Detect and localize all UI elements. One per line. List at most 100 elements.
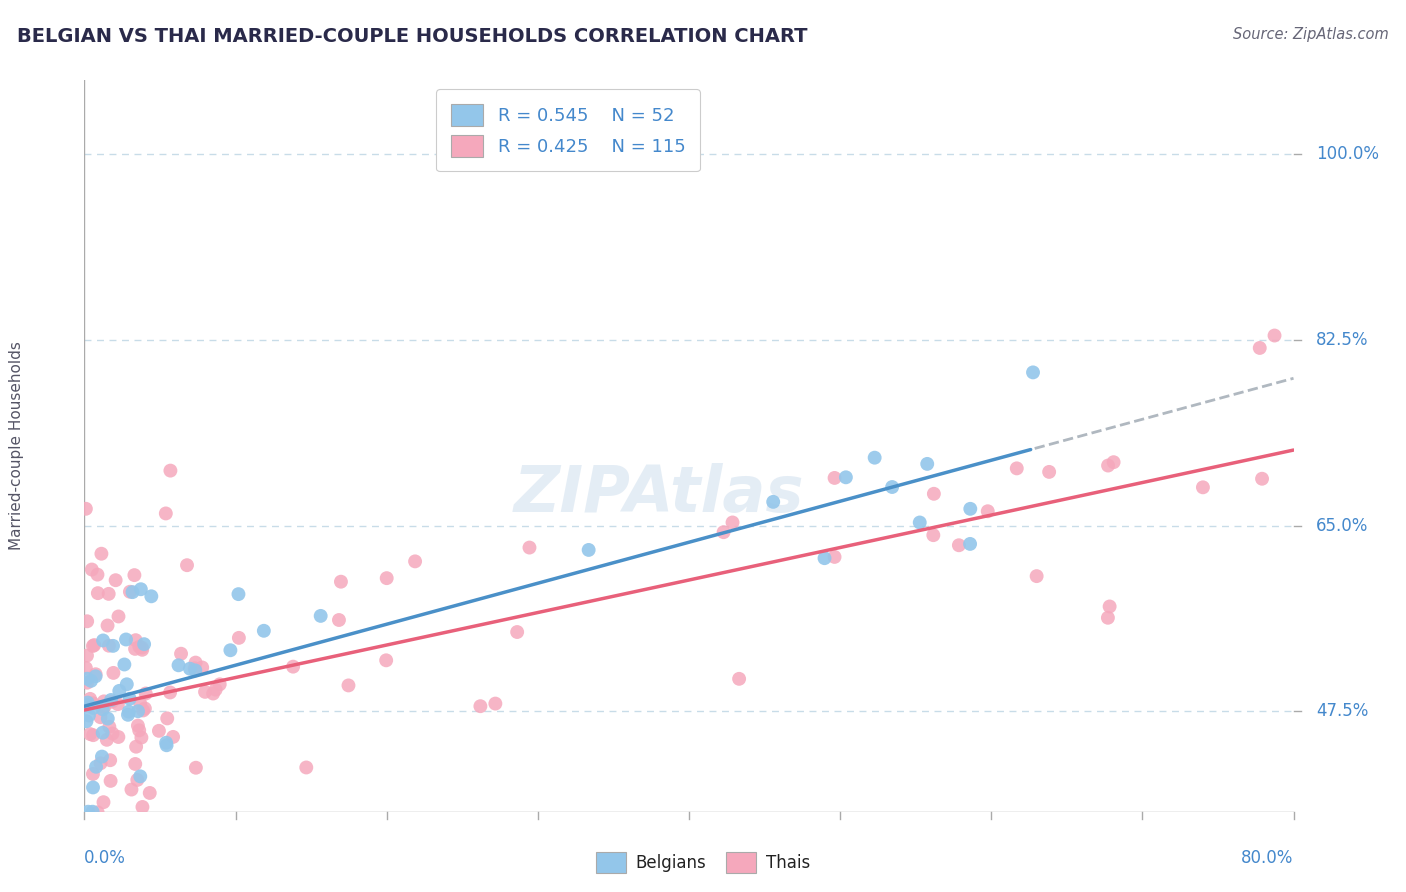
Point: [1025, 569, 1047, 583]
Point: [117, 707, 139, 722]
Point: [107, 730, 129, 744]
Point: [97, 712, 120, 726]
Point: [90, 547, 112, 561]
Point: [77, 708, 100, 723]
Point: [295, 760, 318, 774]
Point: [107, 609, 129, 624]
Point: [76, 696, 98, 710]
Point: [131, 640, 153, 655]
Text: 0.0%: 0.0%: [84, 849, 127, 867]
Point: [922, 528, 945, 542]
Point: [1249, 341, 1271, 355]
Point: [91, 749, 114, 764]
Point: [506, 625, 529, 640]
Point: [83, 837, 105, 851]
Point: [84, 760, 107, 774]
Point: [76, 675, 98, 690]
Point: [170, 647, 193, 661]
Point: [134, 701, 156, 715]
Text: BELGIAN VS THAI MARRIED-COUPLE HOUSEHOLDS CORRELATION CHART: BELGIAN VS THAI MARRIED-COUPLE HOUSEHOLD…: [17, 27, 807, 45]
Point: [184, 664, 207, 678]
Point: [76, 672, 98, 686]
Point: [93, 699, 115, 714]
Point: [155, 507, 177, 521]
Point: [129, 769, 152, 783]
Point: [118, 584, 141, 599]
Point: [578, 543, 600, 558]
Point: [337, 678, 360, 692]
Point: [121, 585, 143, 599]
Point: [80, 562, 103, 576]
Point: [824, 549, 846, 564]
Point: [202, 687, 225, 701]
Point: [176, 558, 198, 573]
Point: [93, 795, 115, 809]
Legend: Belgians, Thais: Belgians, Thais: [589, 846, 817, 880]
Point: [1097, 458, 1119, 473]
Point: [79, 833, 101, 847]
Point: [167, 658, 190, 673]
Point: [329, 574, 352, 589]
Point: [141, 589, 163, 603]
Point: [75, 835, 97, 849]
Point: [863, 450, 886, 465]
Point: [519, 541, 541, 555]
Point: [131, 642, 153, 657]
Point: [93, 694, 115, 708]
Point: [835, 470, 858, 484]
Point: [1251, 472, 1274, 486]
Point: [101, 695, 124, 709]
Point: [375, 571, 398, 585]
Point: [948, 538, 970, 552]
Point: [75, 837, 97, 851]
Point: [79, 727, 101, 741]
Point: [105, 837, 128, 851]
Point: [84, 669, 107, 683]
Point: [91, 633, 114, 648]
Point: [728, 672, 751, 686]
Point: [253, 624, 276, 638]
Point: [184, 761, 207, 775]
Point: [104, 573, 127, 587]
Point: [82, 728, 104, 742]
Point: [204, 682, 226, 697]
Point: [281, 659, 304, 673]
Point: [1102, 455, 1125, 469]
Legend: R = 0.545    N = 52, R = 0.425    N = 115: R = 0.545 N = 52, R = 0.425 N = 115: [436, 89, 700, 171]
Point: [127, 772, 149, 787]
Point: [101, 726, 124, 740]
Point: [194, 685, 217, 699]
Point: [1098, 599, 1121, 614]
Point: [77, 805, 100, 819]
Point: [915, 457, 938, 471]
Point: [184, 656, 207, 670]
Point: [228, 631, 250, 645]
Point: [89, 710, 111, 724]
Point: [118, 691, 141, 706]
Point: [159, 685, 181, 699]
Point: [77, 837, 100, 851]
Point: [91, 725, 114, 739]
Point: [76, 698, 98, 712]
Point: [882, 480, 904, 494]
Text: ZIPAtlas: ZIPAtlas: [513, 463, 804, 524]
Text: Source: ZipAtlas.com: Source: ZipAtlas.com: [1233, 27, 1389, 42]
Point: [977, 504, 1000, 518]
Point: [309, 608, 332, 623]
Point: [131, 731, 153, 745]
Point: [1022, 365, 1045, 379]
Point: [82, 696, 104, 710]
Point: [148, 723, 170, 738]
Text: 47.5%: 47.5%: [1316, 702, 1368, 720]
Point: [129, 697, 152, 711]
Point: [328, 837, 350, 851]
Point: [470, 699, 492, 714]
Point: [132, 703, 155, 717]
Point: [922, 487, 945, 501]
Point: [124, 756, 146, 771]
Point: [124, 633, 146, 648]
Point: [721, 516, 744, 530]
Point: [183, 661, 205, 675]
Text: 100.0%: 100.0%: [1316, 145, 1379, 163]
Point: [127, 704, 149, 718]
